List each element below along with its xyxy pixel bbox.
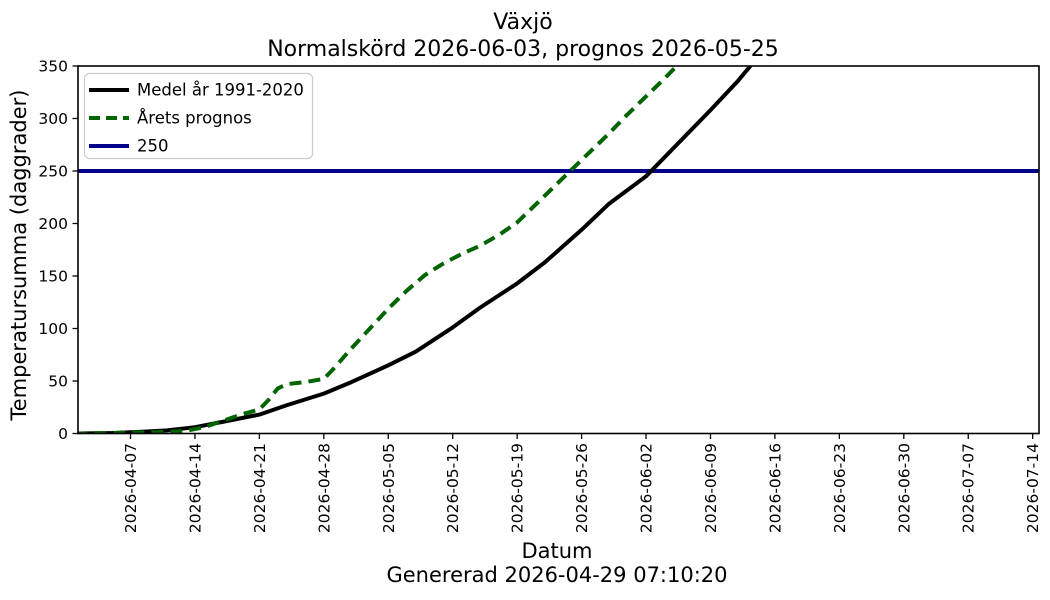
series-line-0 [78,66,753,434]
x-tick-label: 2026-06-30 [895,443,913,533]
x-tick-label: 2026-05-19 [509,443,527,533]
x-tick-label: 2026-06-23 [831,443,849,533]
chart-title: Växjö [493,10,552,35]
chart-subtitle: Normalskörd 2026-06-03, prognos 2026-05-… [267,37,779,62]
y-tick-label: 350 [38,58,68,76]
legend: Medel år 1991-2020 Årets prognos 250 [83,72,314,160]
y-tick-label: 150 [38,268,68,286]
legend-label-medel: Medel år 1991-2020 [137,81,304,100]
y-axis-ticks: 0 50 100 150 200 250 300 350 [38,58,78,443]
legend-box [83,72,314,160]
plot-border [77,65,1040,435]
legend-label-threshold: 250 [137,137,169,156]
x-tick-label: 2026-04-07 [122,443,140,533]
y-tick-label: 0 [58,425,68,443]
x-tick-label: 2026-05-12 [444,443,462,533]
generated-caption: Genererad 2026-04-29 07:10:20 [386,563,727,587]
y-tick-label: 200 [38,215,68,233]
x-axis-label: Datum [521,539,592,563]
x-axis-ticks: 2026-04-07 2026-04-14 2026-04-21 2026-04-28… [122,433,1042,533]
x-tick-label: 2026-05-05 [380,443,398,533]
y-tick-label: 300 [38,110,68,128]
y-tick-label: 50 [48,373,68,391]
x-tick-label: 2026-06-16 [766,443,784,533]
x-tick-label: 2026-04-21 [251,443,269,533]
x-tick-label: 2026-06-09 [702,443,720,533]
x-tick-label: 2026-05-26 [573,443,591,533]
x-tick-label: 2026-06-02 [638,443,656,533]
legend-label-prognos: Årets prognos [137,109,252,128]
y-tick-label: 100 [38,320,68,338]
plot-series [78,66,1039,434]
x-tick-label: 2026-07-07 [960,443,978,533]
x-tick-label: 2026-07-14 [1024,443,1042,533]
x-tick-label: 2026-04-14 [186,443,204,533]
series-line-1 [78,66,680,434]
x-tick-label: 2026-04-28 [315,443,333,533]
y-tick-label: 250 [38,163,68,181]
y-axis-label: Temperatursumma (daggrader) [7,90,31,422]
